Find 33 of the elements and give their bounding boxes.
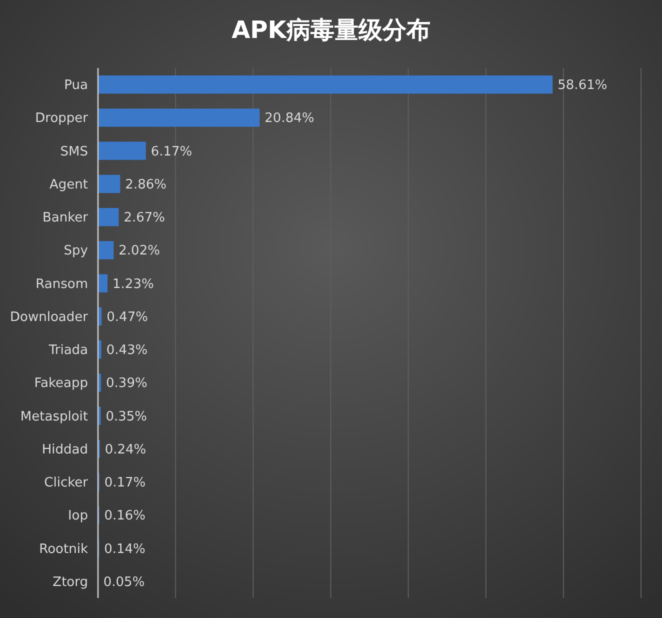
data-label: 0.47% bbox=[106, 310, 148, 325]
data-label: 20.84% bbox=[264, 111, 314, 126]
y-tick-label: Banker bbox=[42, 210, 89, 226]
data-label: 0.39% bbox=[106, 376, 148, 392]
data-label: 0.43% bbox=[106, 343, 148, 358]
y-tick-label: Ransom bbox=[36, 276, 88, 292]
data-label: 1.23% bbox=[112, 276, 154, 292]
chart-title: APK病毒量级分布 bbox=[232, 16, 430, 44]
y-tick-label: Fakeapp bbox=[34, 376, 88, 392]
y-tick-label: Clicker bbox=[44, 476, 89, 491]
data-label: 0.24% bbox=[104, 442, 146, 458]
y-tick-label: Hiddad bbox=[42, 442, 88, 458]
y-tick-label: Triada bbox=[48, 343, 88, 358]
data-label: 0.16% bbox=[104, 508, 146, 524]
y-tick-label: Downloader bbox=[10, 310, 89, 325]
y-tick-label: Ztorg bbox=[52, 574, 88, 590]
data-label: 6.17% bbox=[150, 144, 192, 160]
data-label: 0.14% bbox=[104, 542, 146, 557]
y-tick-label: Spy bbox=[64, 244, 88, 259]
data-label: 58.61% bbox=[558, 78, 608, 94]
y-tick-label: SMS bbox=[60, 144, 88, 160]
data-label: 2.67% bbox=[124, 210, 166, 226]
y-tick-label: Rootnik bbox=[39, 542, 88, 557]
y-tick-label: Iop bbox=[68, 508, 88, 524]
data-label: 0.05% bbox=[103, 574, 145, 590]
y-tick-label: Metasploit bbox=[20, 409, 88, 424]
y-tick-label: Pua bbox=[64, 78, 88, 94]
data-label: 0.35% bbox=[106, 409, 148, 424]
data-label: 0.17% bbox=[104, 476, 146, 491]
y-tick-label: Agent bbox=[50, 177, 88, 192]
data-label: 2.86% bbox=[125, 177, 166, 192]
data-label: 2.02% bbox=[118, 244, 160, 259]
y-tick-label: Dropper bbox=[35, 111, 89, 126]
